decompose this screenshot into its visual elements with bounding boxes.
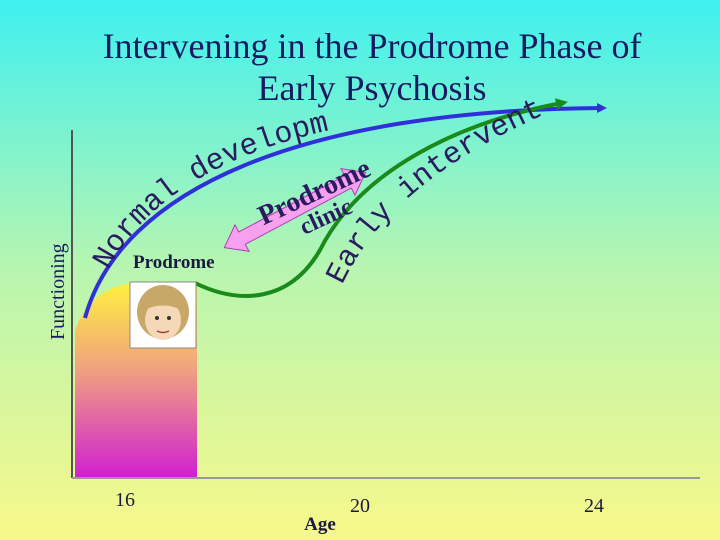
double-arrow: [223, 167, 367, 253]
x-axis-label: Age: [304, 514, 336, 535]
mouth: [156, 330, 170, 334]
early-curve: [194, 98, 568, 298]
prodrome-label: Prodrome: [133, 252, 215, 273]
title-line: Early Psychosis: [258, 68, 487, 108]
normal-curve: [83, 103, 607, 319]
eye: [167, 316, 171, 320]
y-axis-label: Functioning: [47, 243, 69, 340]
clinic-arrow: [223, 167, 367, 253]
face-icon: [129, 281, 197, 349]
x-tick-label: 20: [350, 495, 370, 517]
x-tick-label: 24: [584, 495, 604, 517]
eye: [155, 316, 159, 320]
face: [145, 300, 181, 340]
x-tick-label: 16: [115, 489, 135, 511]
title-line: Intervening in the Prodrome Phase of: [103, 26, 642, 66]
fringe: [145, 299, 181, 310]
